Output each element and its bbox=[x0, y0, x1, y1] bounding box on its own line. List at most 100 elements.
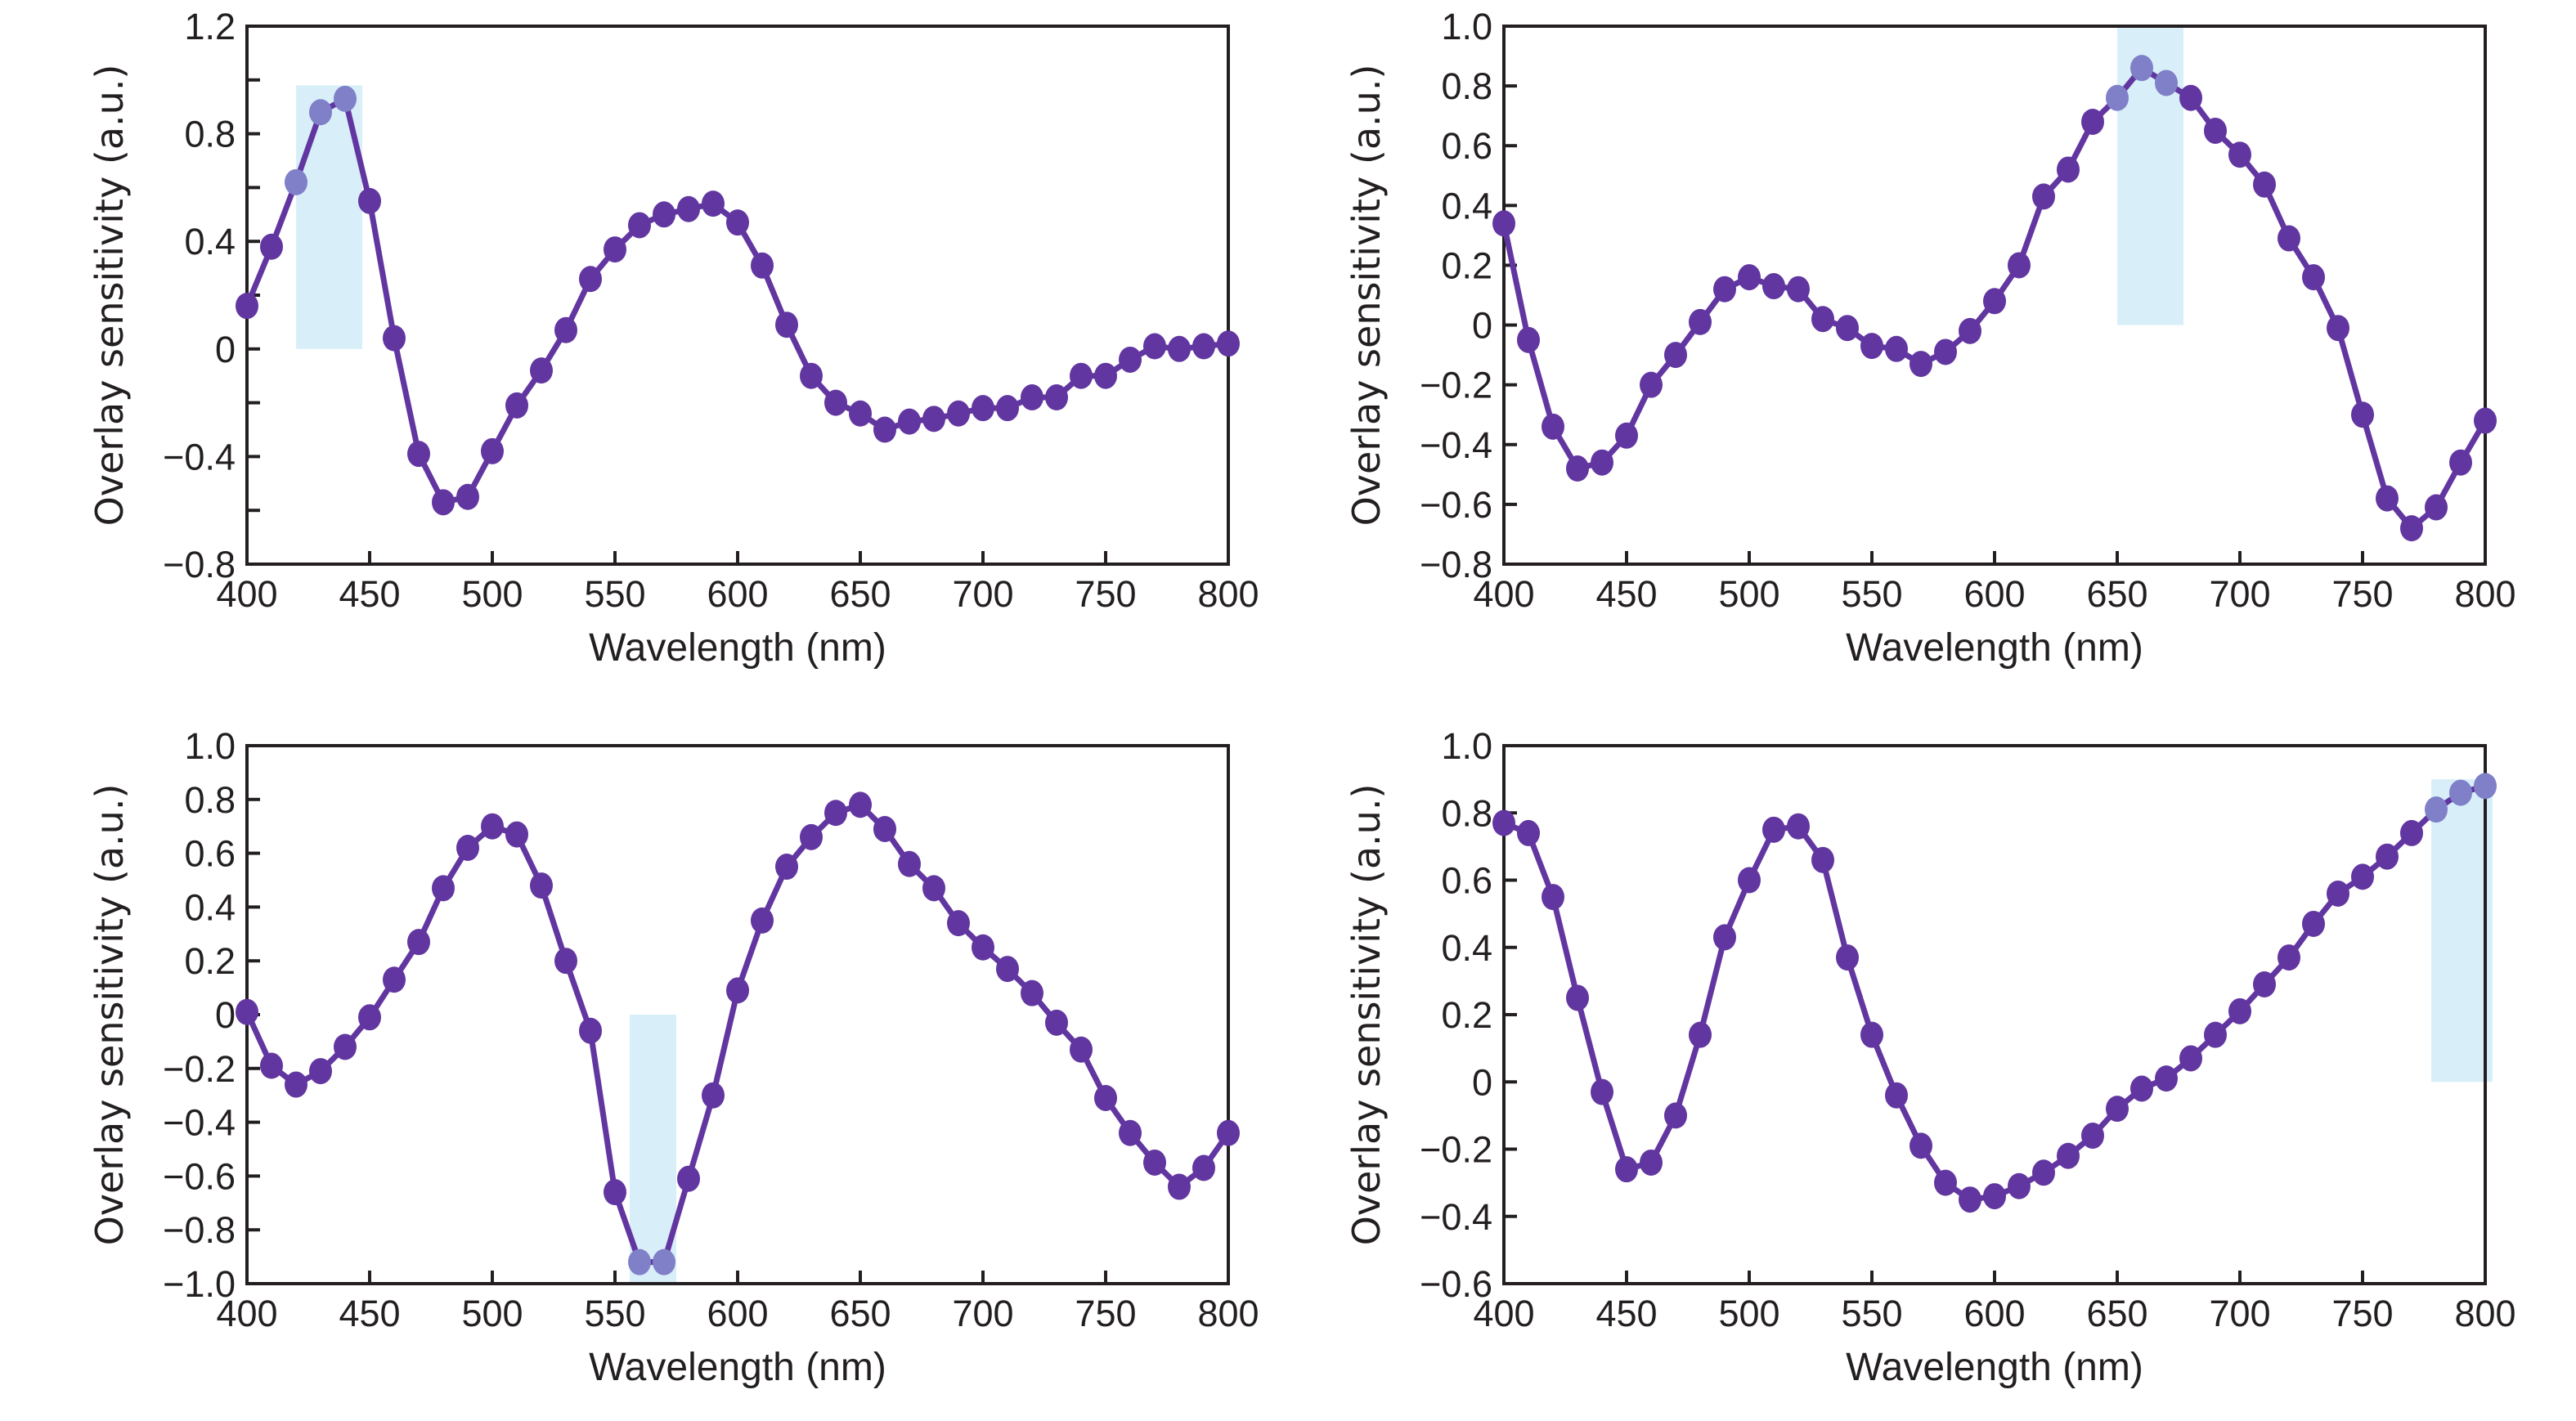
data-point bbox=[2449, 449, 2472, 476]
data-point bbox=[2351, 863, 2374, 890]
y-tick-label: 1.0 bbox=[1441, 6, 1492, 47]
x-tick-label: 550 bbox=[1841, 1293, 1902, 1334]
data-point bbox=[1070, 362, 1093, 389]
y-tick-label: 0.6 bbox=[1441, 860, 1492, 902]
chart-svg: −0.8 −0.4 0 0.4 0.8 1.2 400 450 500 550 600 650 700 7… bbox=[88, 6, 1259, 670]
data-point bbox=[1217, 1119, 1240, 1146]
x-tick-label: 450 bbox=[1595, 573, 1657, 615]
data-point bbox=[2106, 84, 2129, 111]
data-point bbox=[1738, 867, 1761, 894]
y-tick-label: 0 bbox=[1472, 1061, 1492, 1103]
y-tick-label: 0 bbox=[1472, 305, 1492, 347]
y-tick-label: 0.4 bbox=[184, 221, 236, 262]
x-tick-label: 800 bbox=[2454, 1293, 2515, 1334]
data-point bbox=[849, 400, 872, 427]
y-tick-label: 0 bbox=[215, 329, 236, 370]
chart-panel-bottom-left: −1.0 −0.8 −0.6 −0.4 −0.2 0 0.2 0.4 0.6 0.8 1.0 400 4… bbox=[0, 719, 1288, 1421]
data-point bbox=[2425, 494, 2448, 521]
data-point bbox=[1689, 1021, 1712, 1048]
data-point bbox=[873, 815, 896, 842]
data-point bbox=[2302, 264, 2325, 291]
chart-panel-top-left: −0.8 −0.4 0 0.4 0.8 1.2 400 450 500 550 600 650 700 7… bbox=[0, 0, 1288, 702]
y-tick-label: −0.4 bbox=[1420, 1196, 1492, 1238]
data-point bbox=[1168, 1173, 1191, 1200]
x-tick-label: 800 bbox=[2454, 573, 2515, 615]
y-tick-label: −0.4 bbox=[163, 436, 236, 477]
data-point bbox=[1811, 306, 1834, 333]
y-tick-label: 1.0 bbox=[1441, 725, 1492, 767]
y-tick-label: −0.2 bbox=[163, 1048, 236, 1090]
data-point bbox=[996, 395, 1019, 422]
data-point bbox=[432, 489, 455, 516]
data-point bbox=[505, 392, 528, 419]
data-point bbox=[2400, 515, 2423, 542]
data-point bbox=[2425, 796, 2448, 823]
data-point bbox=[2008, 252, 2031, 279]
data-point bbox=[2130, 55, 2153, 82]
data-point bbox=[383, 325, 406, 352]
x-axis-title: Wavelength (nm) bbox=[589, 1346, 886, 1389]
x-tick-label: 650 bbox=[2086, 1293, 2147, 1334]
data-point bbox=[1021, 384, 1043, 411]
data-point bbox=[972, 395, 994, 422]
data-point bbox=[2008, 1172, 2031, 1199]
y-tick-label: 0 bbox=[215, 994, 236, 1036]
y-tick-label: 0.4 bbox=[184, 886, 236, 928]
x-tick-label: 450 bbox=[339, 1293, 400, 1334]
x-tick-label: 650 bbox=[829, 573, 891, 615]
data-point bbox=[1517, 326, 1540, 353]
chart-svg: −0.6 −0.4 −0.2 0 0.2 0.4 0.6 0.8 1.0 400 450 500 550… bbox=[1344, 725, 2516, 1389]
chart-panel-top-right: −0.8 −0.6 −0.4 −0.2 0 0.2 0.4 0.6 0.8 1.0 400 450 50… bbox=[1257, 0, 2545, 702]
data-point bbox=[1143, 333, 1166, 360]
x-tick-label: 750 bbox=[2331, 1293, 2393, 1334]
data-point bbox=[1934, 338, 1957, 365]
data-point bbox=[1217, 330, 1240, 357]
data-point bbox=[2179, 1045, 2202, 1072]
y-tick-label: −0.6 bbox=[1420, 484, 1492, 526]
data-point bbox=[481, 813, 504, 840]
data-point bbox=[1591, 1078, 1613, 1105]
data-point bbox=[358, 187, 381, 214]
y-tick-label: −1.0 bbox=[163, 1263, 236, 1305]
data-point bbox=[1615, 422, 1638, 449]
x-tick-label: 650 bbox=[2086, 573, 2147, 615]
data-point bbox=[1143, 1149, 1166, 1176]
data-point bbox=[2130, 1075, 2153, 1102]
data-point bbox=[2278, 944, 2300, 971]
y-tick-label: 0.6 bbox=[184, 833, 236, 875]
data-point bbox=[1542, 413, 1564, 440]
data-point bbox=[1959, 317, 1981, 344]
data-point bbox=[873, 416, 896, 443]
y-tick-label: 0.2 bbox=[184, 940, 236, 982]
y-axis-title: Overlay sensitivity (a.u.) bbox=[1344, 784, 1389, 1246]
data-point bbox=[972, 934, 994, 961]
data-point bbox=[2327, 880, 2349, 907]
y-tick-label: 1.0 bbox=[184, 725, 236, 767]
data-point bbox=[2179, 84, 2202, 111]
data-point bbox=[1836, 944, 1859, 971]
data-point bbox=[1119, 1119, 1142, 1146]
data-point bbox=[2081, 1123, 2104, 1150]
x-tick-label: 650 bbox=[829, 1293, 891, 1334]
data-point bbox=[383, 966, 406, 993]
plot-frame bbox=[245, 25, 1230, 566]
data-point bbox=[2057, 1142, 2080, 1169]
data-point bbox=[1192, 333, 1215, 360]
data-point bbox=[530, 357, 553, 384]
data-point bbox=[2228, 141, 2251, 168]
data-point bbox=[2155, 69, 2178, 96]
data-point bbox=[1860, 1021, 1883, 1048]
data-point bbox=[1664, 1102, 1687, 1129]
data-point bbox=[800, 362, 823, 389]
data-point bbox=[726, 209, 749, 236]
y-tick-label: 0.8 bbox=[1441, 792, 1492, 834]
data-point bbox=[1591, 449, 1613, 476]
data-point bbox=[1860, 333, 1883, 360]
data-point bbox=[309, 1058, 332, 1085]
data-point bbox=[1615, 1156, 1638, 1183]
x-tick-label: 500 bbox=[461, 573, 523, 615]
x-tick-label: 800 bbox=[1197, 573, 1259, 615]
plot-frame bbox=[245, 744, 1230, 1285]
data-point bbox=[1640, 1149, 1663, 1176]
data-point bbox=[285, 1071, 307, 1098]
